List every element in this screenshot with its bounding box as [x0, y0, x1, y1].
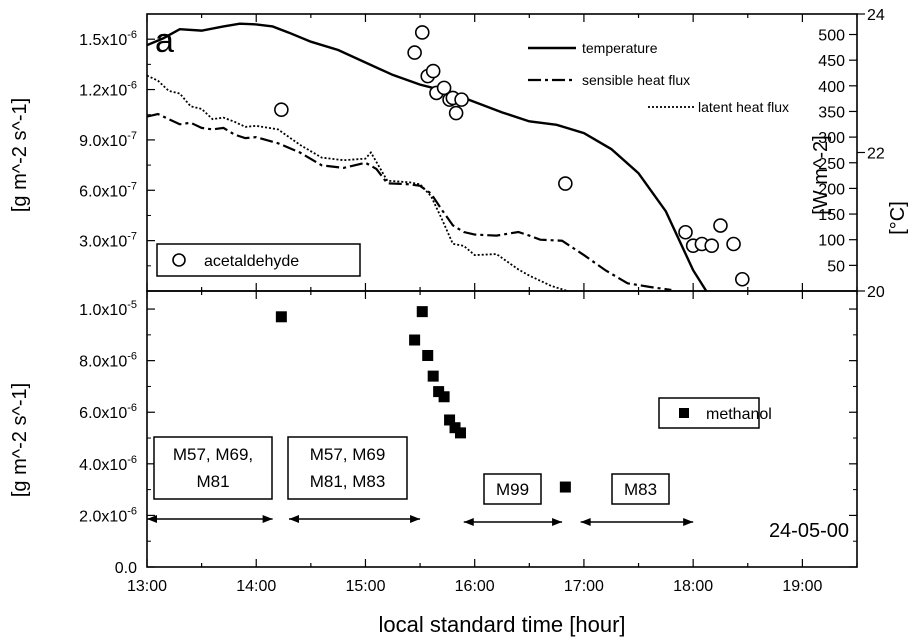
acetaldehyde-point [678, 224, 693, 240]
top-y-tick-label: 1.5x10-6 [79, 29, 137, 49]
flux-axis-title: [W m^-2] [810, 135, 832, 214]
x-tick-label: 19:00 [782, 578, 822, 595]
interval-box [287, 436, 408, 500]
acetaldehyde-point [735, 271, 750, 287]
x-tick-label: 14:00 [236, 578, 276, 595]
methanol-legend-box [658, 397, 760, 429]
methanol-legend-marker [679, 408, 689, 418]
acetaldehyde-point [274, 102, 289, 117]
sensible-heat-flux-line [147, 112, 672, 291]
flux-tick-label: 200 [818, 181, 845, 198]
interval-label: M99 [496, 480, 529, 499]
acetaldehyde-point [454, 92, 469, 107]
acetaldehyde-legend-box [156, 243, 361, 277]
top-y-tick-label: 9.0x10-7 [79, 130, 137, 150]
interval-arrow-head-left [580, 518, 591, 526]
interval-label: M57, M69 [310, 445, 386, 464]
flux-tick-label: 100 [818, 233, 845, 250]
top-y-tick-label: 1.2x10-6 [79, 80, 137, 100]
acetaldehyde-point [726, 236, 741, 252]
temperature-line [147, 22, 708, 291]
acetaldehyde-legend-marker [172, 253, 186, 267]
acetaldehyde-point [407, 45, 422, 60]
flux-tick-label: 150 [818, 207, 845, 224]
acetaldehyde-point [558, 176, 573, 191]
acetaldehyde-point [448, 105, 464, 121]
acetaldehyde-point [425, 63, 441, 79]
bottom-y-tick-label: 0.0 [115, 560, 137, 577]
interval-label: M83 [624, 480, 657, 499]
methanol-point [454, 427, 466, 439]
methanol-point [275, 311, 287, 323]
x-axis-title: local standard time [hour] [378, 612, 625, 637]
acetaldehyde-legend-label: acetaldehyde [204, 253, 299, 270]
flux-tick-label: 500 [818, 28, 845, 45]
interval-box [153, 436, 273, 500]
top-y-tick-label: 6.0x10-7 [79, 180, 137, 200]
bottom-y-tick-label: 4.0x10-6 [79, 454, 137, 474]
flux-tick-label: 250 [818, 156, 845, 173]
interval-label: M57, M69, [173, 445, 253, 464]
methanol-point [559, 481, 571, 493]
x-tick-label: 18:00 [673, 578, 713, 595]
bottom-y-tick-label: 1.0x10-5 [79, 299, 137, 319]
interval-box [611, 473, 670, 505]
methanol-point [422, 349, 434, 361]
interval-arrow-head-right [262, 515, 273, 523]
flux-tick-label: 450 [818, 53, 845, 70]
bottom-y-tick-label: 8.0x10-6 [79, 351, 137, 371]
x-tick-label: 16:00 [455, 578, 495, 595]
interval-arrow-head-left [463, 518, 474, 526]
methanol-point [409, 334, 421, 346]
interval-arrow-head-right [683, 518, 694, 526]
methanol-legend-label: methanol [706, 406, 772, 423]
acetaldehyde-point [414, 25, 430, 40]
x-tick-label: 15:00 [345, 578, 385, 595]
acetaldehyde-point [713, 218, 728, 233]
interval-label: M81, M83 [310, 472, 386, 491]
temp-tick-label: 24 [867, 7, 885, 24]
bottom-y-axis-title: [g m^-2 s^-1] [9, 383, 31, 497]
legend-latent-label: latent heat flux [698, 99, 789, 115]
legend-temperature-label: temperature [582, 40, 658, 56]
temp-axis-title: [°C] [887, 201, 909, 235]
flux-tick-label: 300 [818, 130, 845, 147]
interval-arrow-head-right [410, 515, 421, 523]
methanol-point [416, 306, 428, 318]
date-label: 24-05-00 [769, 520, 849, 542]
temp-tick-label: 20 [867, 284, 885, 301]
interval-arrow-head-left [147, 515, 157, 523]
x-tick-label: 13:00 [127, 578, 167, 595]
bottom-plot-frame [146, 290, 858, 568]
legend-sensible-label: sensible heat flux [582, 72, 690, 88]
flux-tick-label: 350 [818, 104, 845, 121]
methanol-point [427, 370, 439, 382]
x-tick-label: 17:00 [564, 578, 604, 595]
bottom-y-tick-label: 2.0x10-6 [79, 505, 137, 525]
methanol-point [438, 391, 450, 403]
acetaldehyde-point [436, 80, 452, 96]
interval-box [483, 473, 542, 505]
interval-arrow-head-left [289, 515, 299, 523]
methanol-point [444, 414, 456, 426]
latent-heat-flux-line [147, 74, 568, 291]
top-y-axis-title: [g m^-2 s^-1] [9, 98, 31, 212]
interval-label: M81 [196, 472, 229, 491]
top-y-tick-label: 3.0x10-7 [79, 231, 137, 251]
acetaldehyde-point [704, 238, 720, 253]
bottom-y-tick-label: 6.0x10-6 [79, 402, 137, 422]
panel-label: a [155, 22, 174, 60]
interval-arrow-head-right [552, 518, 563, 526]
flux-tick-label: 50 [827, 258, 845, 275]
temp-tick-label: 22 [867, 146, 885, 163]
flux-tick-label: 400 [818, 79, 845, 96]
